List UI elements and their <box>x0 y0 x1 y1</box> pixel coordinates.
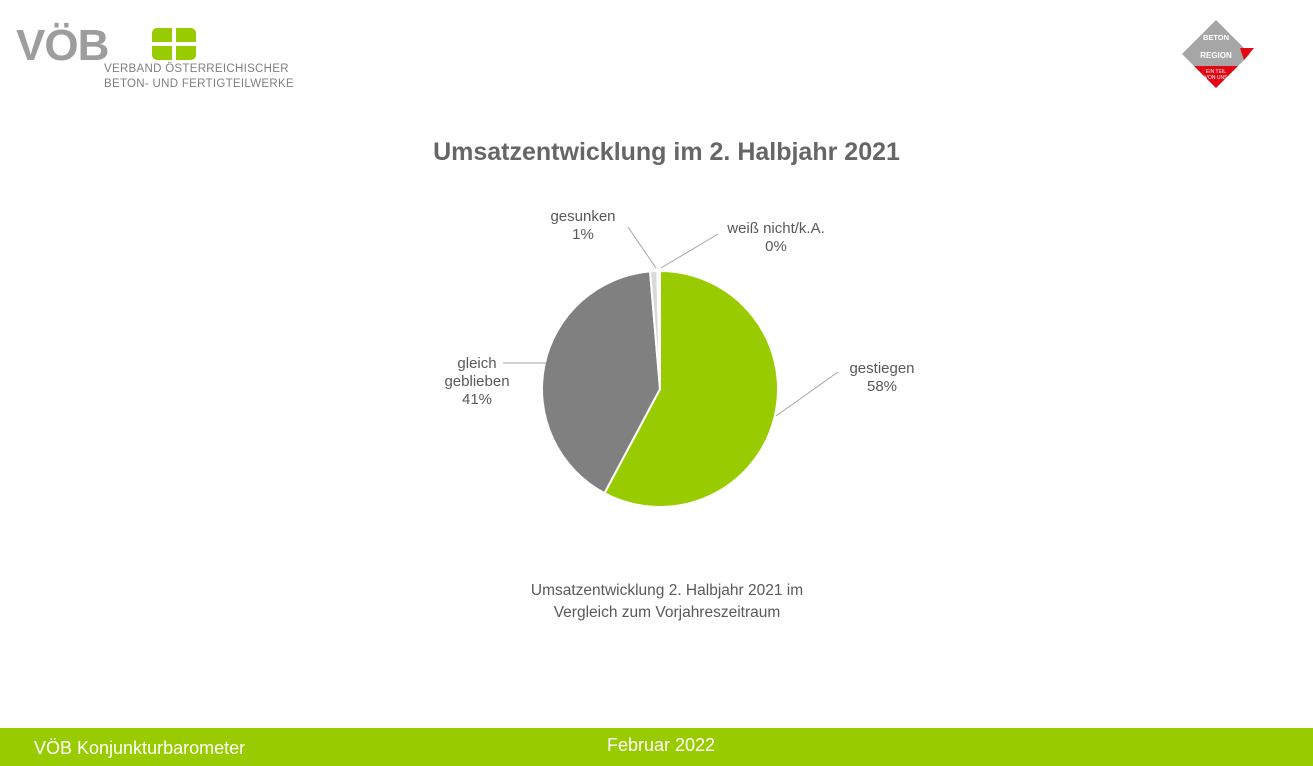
caption-line-2: Vergleich zum Vorjahreszeitraum <box>553 604 781 621</box>
slice-label: weiß nicht/k.A. 0% <box>726 220 825 255</box>
chart-title: Umsatzentwicklung im 2. Halbjahr 2021 <box>433 138 900 166</box>
badge-text-3: EIN TEIL <box>1206 69 1226 75</box>
slice-label: gestiegen 58% <box>849 360 914 395</box>
caption-line-1: Umsatzentwicklung 2. Halbjahr 2021 im <box>530 582 804 599</box>
slice-label: gesunken 1% <box>550 208 615 243</box>
beton-region-badge: BETON REGION EIN TEIL VON UNS <box>1178 18 1258 90</box>
voeb-logo-mark: VÖB <box>16 22 196 66</box>
pie-slice-weiß-nicht-k-a <box>656 269 661 390</box>
pie-slice-gleich-geblieben <box>541 270 662 495</box>
slice-label: gleich geblieben 41% <box>444 355 509 408</box>
logo-subline-1: VERBAND ÖSTERREICHISCHER <box>104 63 289 75</box>
footer-title: VÖB Konjunkturbarometer <box>34 738 246 758</box>
badge-text-4: VON UNS <box>1205 75 1228 81</box>
leader-line <box>775 371 839 417</box>
voeb-logo: VÖB VERBAND ÖSTERREICHISCHER BETON- UND … <box>14 22 304 92</box>
voeb-logo-cross-icon <box>152 28 196 60</box>
badge-text-2: REGION <box>1200 51 1232 60</box>
chart-caption: Umsatzentwicklung 2. Halbjahr 2021 im Ve… <box>467 580 867 624</box>
logo-subline-2: BETON- UND FERTIGTEILWERKE <box>104 78 294 90</box>
leader-line <box>660 233 719 269</box>
badge-text-1: BETON <box>1203 33 1229 42</box>
footer-date: Februar 2022 <box>607 735 716 755</box>
footer-bar: VÖB Konjunkturbarometer Februar 2022 <box>0 728 1313 766</box>
beton-region-badge-icon: BETON REGION EIN TEIL VON UNS <box>1182 20 1254 88</box>
leader-line <box>627 226 657 269</box>
voeb-logo-wordmark: VÖB <box>16 22 108 66</box>
pie-slice-gestiegen <box>603 269 779 508</box>
